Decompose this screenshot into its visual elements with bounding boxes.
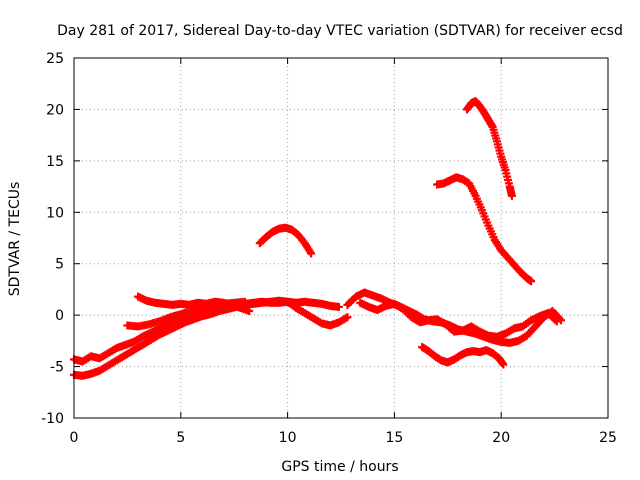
data-point bbox=[245, 307, 254, 316]
x-tick-label: 5 bbox=[176, 430, 185, 446]
series-track-5 bbox=[255, 223, 316, 258]
plot-frame bbox=[73, 57, 609, 419]
data-point bbox=[307, 249, 316, 258]
data-layer bbox=[70, 97, 566, 380]
data-point bbox=[343, 313, 352, 322]
data-point bbox=[240, 297, 249, 306]
data-point bbox=[499, 360, 508, 369]
series-track-7 bbox=[356, 298, 561, 341]
y-tick-label: 20 bbox=[46, 102, 64, 118]
data-point bbox=[552, 317, 561, 326]
x-tick-label: 0 bbox=[70, 430, 79, 446]
y-tick-label: -5 bbox=[50, 360, 64, 376]
data-point bbox=[334, 302, 343, 311]
y-axis-label: SDTVAR / TECUs bbox=[7, 182, 23, 297]
y-tick-label: -10 bbox=[41, 411, 64, 427]
x-tick-label: 20 bbox=[492, 430, 510, 446]
x-tick-label: 10 bbox=[279, 430, 297, 446]
y-tick-label: 0 bbox=[55, 308, 64, 324]
series-track-10 bbox=[463, 97, 516, 200]
series-track-2 bbox=[70, 296, 352, 380]
y-tick-label: 25 bbox=[46, 51, 64, 67]
x-tick-label: 15 bbox=[385, 430, 403, 446]
series-track-9 bbox=[433, 173, 536, 286]
chart-title: Day 281 of 2017, Sidereal Day-to-day VTE… bbox=[57, 23, 623, 39]
grid bbox=[74, 58, 608, 418]
x-tick-label: 25 bbox=[599, 430, 617, 446]
y-tick-label: 5 bbox=[55, 257, 64, 273]
data-point bbox=[507, 191, 516, 200]
y-tick-label: 10 bbox=[46, 205, 64, 221]
ticks: 0 5 10 15 20 25 -10 -5 0 5 10 15 20 25 bbox=[41, 51, 617, 446]
x-axis-label: GPS time / hours bbox=[281, 459, 398, 475]
series-track-4 bbox=[134, 292, 254, 316]
data-point bbox=[527, 277, 536, 286]
y-tick-label: 15 bbox=[46, 154, 64, 170]
series-track-8 bbox=[418, 343, 508, 369]
